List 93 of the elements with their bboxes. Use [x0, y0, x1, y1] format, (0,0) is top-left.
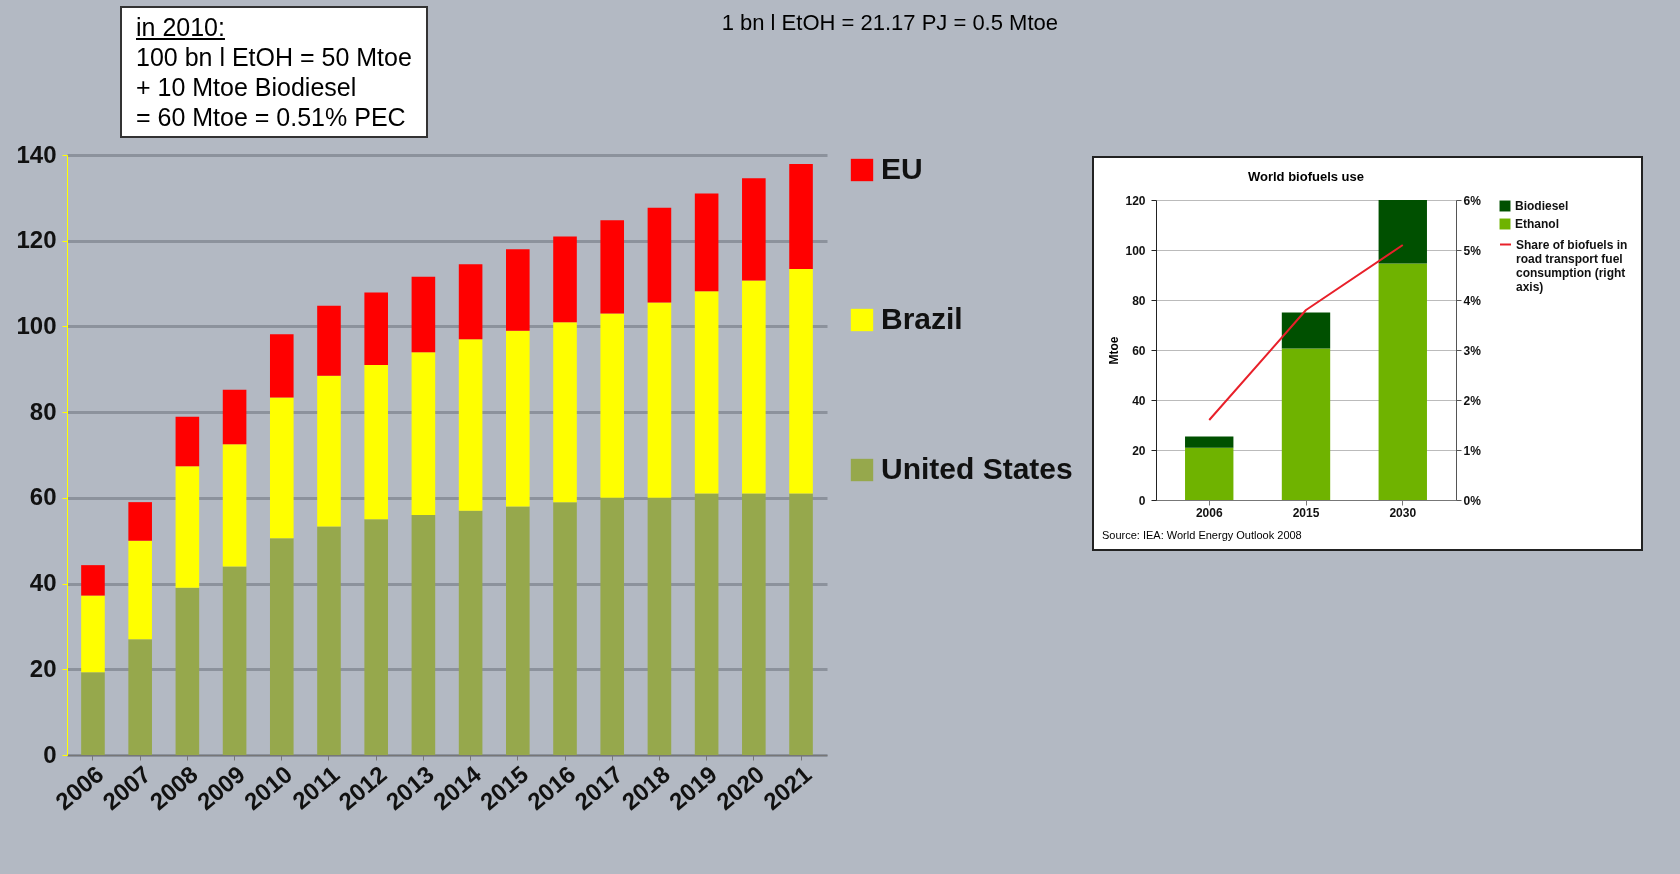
y-tick-label: 40	[1132, 393, 1146, 408]
bar	[81, 672, 105, 755]
x-tick-label: 2006	[1195, 505, 1223, 520]
bar	[600, 497, 625, 755]
text: 1 bn l EtOH = 21.17 PJ = 0.5 Mtoe	[721, 10, 1058, 36]
y2-tick-label: 1%	[1463, 443, 1482, 458]
bar	[269, 334, 294, 398]
bar	[1378, 200, 1427, 264]
bar	[789, 269, 813, 494]
y-axis-title: Mtoe	[1107, 336, 1122, 365]
bar	[506, 330, 530, 507]
source-note: Source: IEA: World Energy Outlook 2008	[1102, 529, 1303, 541]
y2-tick-label: 2%	[1463, 393, 1482, 408]
bar	[411, 352, 436, 515]
bar	[1281, 348, 1331, 500]
y-tick-label: 60	[29, 483, 57, 511]
bar	[128, 502, 152, 541]
bar	[789, 493, 813, 755]
bar	[600, 220, 625, 314]
bar	[1281, 312, 1331, 349]
y2-tick-label: 6%	[1463, 193, 1482, 208]
text: in 2010:	[136, 12, 226, 42]
bar	[175, 587, 200, 755]
y-tick-label: 0	[43, 740, 57, 768]
bar	[694, 291, 719, 494]
y-tick-label: 100	[1125, 243, 1146, 258]
y2-tick-label: 0%	[1463, 493, 1482, 508]
legend-label: Ethanol	[1515, 217, 1559, 231]
bar	[458, 510, 483, 755]
bar	[128, 540, 152, 640]
bar	[1185, 447, 1234, 500]
y-tick-label: 0	[1138, 493, 1146, 508]
bar	[81, 565, 105, 596]
y2-tick-label: 3%	[1463, 343, 1482, 358]
text: = 60 Mtoe = 0.51% PEC	[136, 102, 407, 132]
bar	[789, 164, 813, 269]
bar	[222, 444, 247, 567]
bar	[269, 397, 294, 539]
bar	[175, 466, 200, 588]
bar	[222, 389, 247, 445]
bar	[742, 178, 766, 281]
bar	[1378, 263, 1427, 500]
legend-label: United States	[881, 452, 1073, 485]
bar	[600, 313, 625, 498]
y-tick-label: 40	[29, 569, 57, 597]
bar	[222, 566, 247, 755]
bar	[364, 519, 388, 755]
bar	[647, 497, 672, 755]
y-tick-label: 80	[29, 397, 57, 425]
y-tick-label: 100	[16, 311, 57, 339]
bar	[364, 365, 388, 520]
bar	[458, 339, 483, 511]
y2-tick-label: 4%	[1463, 293, 1482, 308]
bar	[647, 302, 672, 498]
y-tick-label: 120	[1125, 193, 1146, 208]
bar	[317, 375, 341, 527]
y-tick-label: 120	[16, 226, 57, 254]
bar	[411, 276, 436, 353]
bar	[553, 322, 577, 503]
bar	[553, 502, 577, 755]
legend-label: Brazil	[881, 302, 963, 335]
bar	[175, 416, 200, 467]
bar	[742, 280, 766, 494]
x-tick-label: 2015	[1292, 505, 1320, 520]
bar	[458, 264, 483, 340]
bar	[647, 207, 672, 303]
bar	[411, 515, 436, 755]
bar	[506, 249, 530, 331]
bar	[1185, 436, 1234, 448]
y2-tick-label: 5%	[1463, 243, 1482, 258]
bar	[317, 526, 341, 755]
bar	[694, 193, 719, 292]
bar	[742, 493, 766, 755]
bar	[81, 595, 105, 673]
bar	[694, 493, 719, 755]
bar	[364, 292, 388, 365]
chart-title: World biofuels use	[1247, 169, 1365, 184]
text: + 10 Mtoe Biodiesel	[136, 72, 358, 102]
bar	[506, 506, 530, 755]
bar	[128, 639, 152, 755]
y-tick-label: 140	[16, 140, 57, 168]
legend-label: EU	[881, 152, 923, 185]
y-tick-label: 60	[1132, 343, 1146, 358]
y-tick-label: 20	[1132, 443, 1146, 458]
legend-label: Share of biofuels in road transport fuel consumption (right axis)	[1516, 237, 1628, 294]
bar	[317, 305, 341, 376]
x-tick-label: 2030	[1389, 505, 1417, 520]
bar	[553, 236, 577, 323]
y-tick-label: 80	[1132, 293, 1146, 308]
bar	[269, 538, 294, 755]
text: 100 bn l EtOH = 50 Mtoe	[136, 42, 412, 72]
legend-label: Biodiesel	[1515, 199, 1569, 213]
y-tick-label: 20	[29, 654, 57, 682]
